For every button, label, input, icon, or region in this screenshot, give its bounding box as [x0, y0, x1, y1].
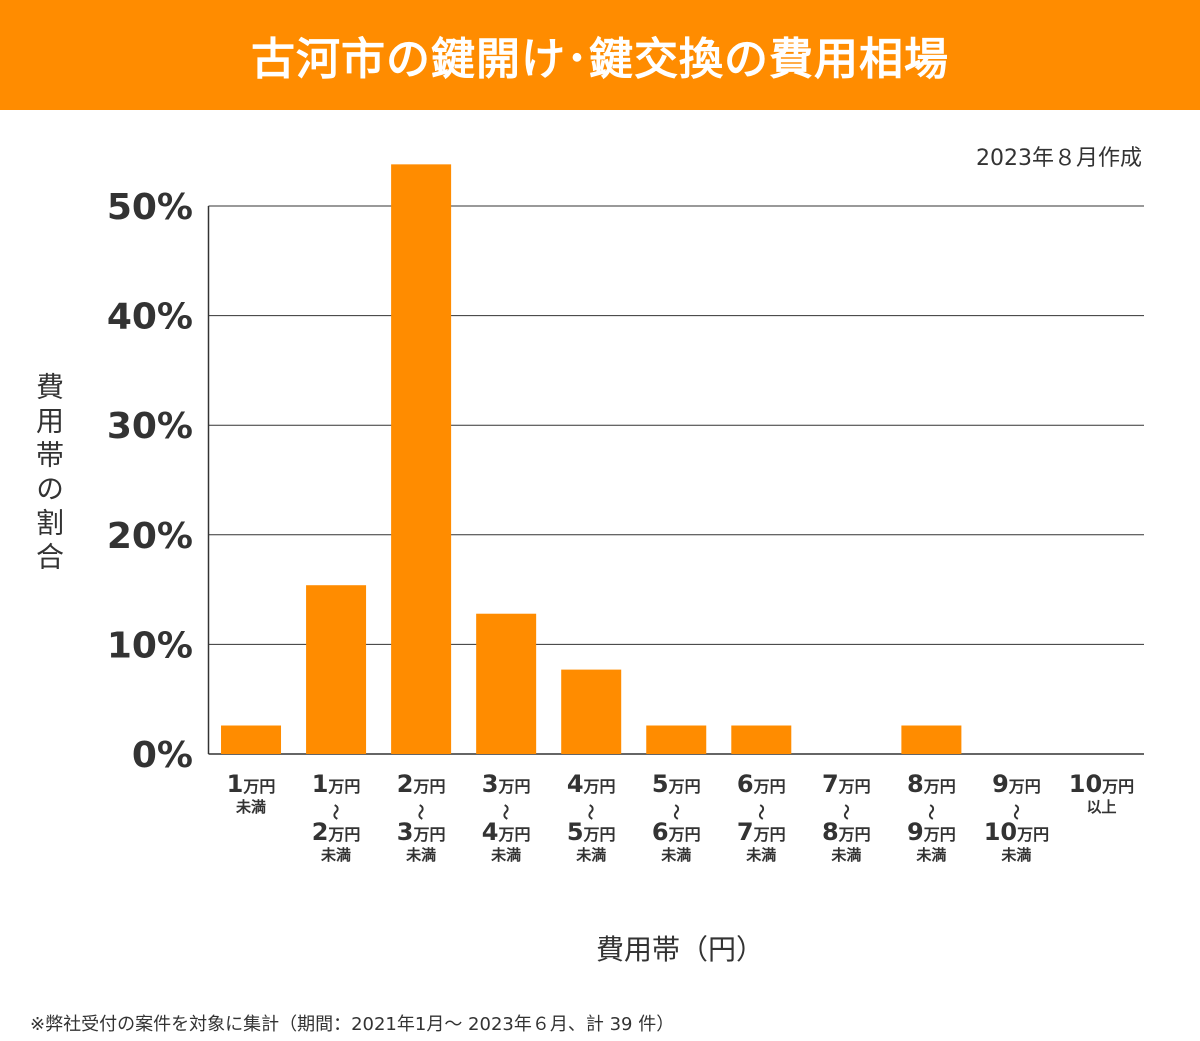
tick-line-amount: 8万円	[822, 818, 871, 846]
tick-line-amount: 1万円	[312, 770, 361, 798]
bar	[306, 585, 367, 754]
tick-line-range: 〜	[1006, 804, 1025, 820]
bar	[901, 725, 962, 754]
tick-line-range: 〜	[496, 804, 515, 820]
bar	[731, 725, 792, 754]
bar	[646, 725, 707, 754]
tick-line-suffix: 未満	[830, 846, 861, 864]
footnote: ※弊社受付の案件を対象に集計（期間：2021年1月～ 2023年６月、計 39 …	[30, 1014, 675, 1035]
tick-line-suffix: 未満	[405, 846, 436, 864]
tick-line-range: 〜	[751, 804, 770, 820]
bar	[561, 669, 622, 754]
tick-line-amount: 1万円	[227, 770, 276, 798]
tick-line-amount: 3万円	[482, 770, 531, 798]
tick-line-amount: 9万円	[907, 818, 956, 846]
tick-line-amount: 6万円	[652, 818, 701, 846]
tick-line-suffix: 未満	[660, 846, 691, 864]
tick-line-suffix: 以上	[1086, 798, 1116, 816]
y-tick-label: 0%	[132, 735, 193, 776]
tick-line-amount: 2万円	[312, 818, 361, 846]
y-tick-label: 50%	[107, 187, 193, 228]
tick-line-amount: 3万円	[397, 818, 446, 846]
tick-line-suffix: 未満	[575, 846, 606, 864]
tick-line-amount: 8万円	[907, 770, 956, 798]
tick-line-amount: 4万円	[567, 770, 616, 798]
tick-line-amount: 10万円	[1069, 770, 1134, 798]
tick-line-suffix: 未満	[235, 798, 266, 816]
tick-line-amount: 2万円	[397, 770, 446, 798]
bar	[391, 164, 452, 755]
bar	[221, 725, 282, 754]
y-tick-label: 40%	[107, 297, 193, 338]
chart-title: 古河市の鍵開け･鍵交換の費用相場	[251, 34, 949, 85]
date-note: 2023年８月作成	[976, 146, 1142, 171]
tick-line-suffix: 未満	[490, 846, 521, 864]
tick-line-amount: 5万円	[567, 818, 616, 846]
tick-line-amount: 7万円	[737, 818, 786, 846]
y-tick-label: 10%	[107, 625, 193, 666]
y-tick-label: 30%	[107, 406, 193, 447]
tick-line-amount: 5万円	[652, 770, 701, 798]
y-tick-label: 20%	[107, 516, 193, 557]
tick-line-range: 〜	[921, 804, 940, 820]
tick-line-amount: 9万円	[992, 770, 1041, 798]
tick-line-amount: 7万円	[822, 770, 871, 798]
tick-line-amount: 6万円	[737, 770, 786, 798]
tick-line-suffix: 未満	[745, 846, 776, 864]
tick-line-range: 〜	[326, 804, 345, 820]
tick-line-range: 〜	[666, 804, 685, 820]
header-banner: 古河市の鍵開け･鍵交換の費用相場	[0, 0, 1200, 110]
tick-line-suffix: 未満	[1000, 846, 1031, 864]
tick-line-suffix: 未満	[320, 846, 351, 864]
tick-line-amount: 4万円	[482, 818, 531, 846]
y-axis-label: 費用帯の割合	[32, 372, 65, 576]
tick-line-range: 〜	[411, 804, 430, 820]
x-axis-label: 費用帯（円）	[595, 933, 764, 966]
tick-line-range: 〜	[581, 804, 600, 820]
tick-line-amount: 10万円	[984, 818, 1049, 846]
bar	[476, 613, 537, 754]
tick-line-range: 〜	[836, 804, 855, 820]
tick-line-suffix: 未満	[915, 846, 946, 864]
